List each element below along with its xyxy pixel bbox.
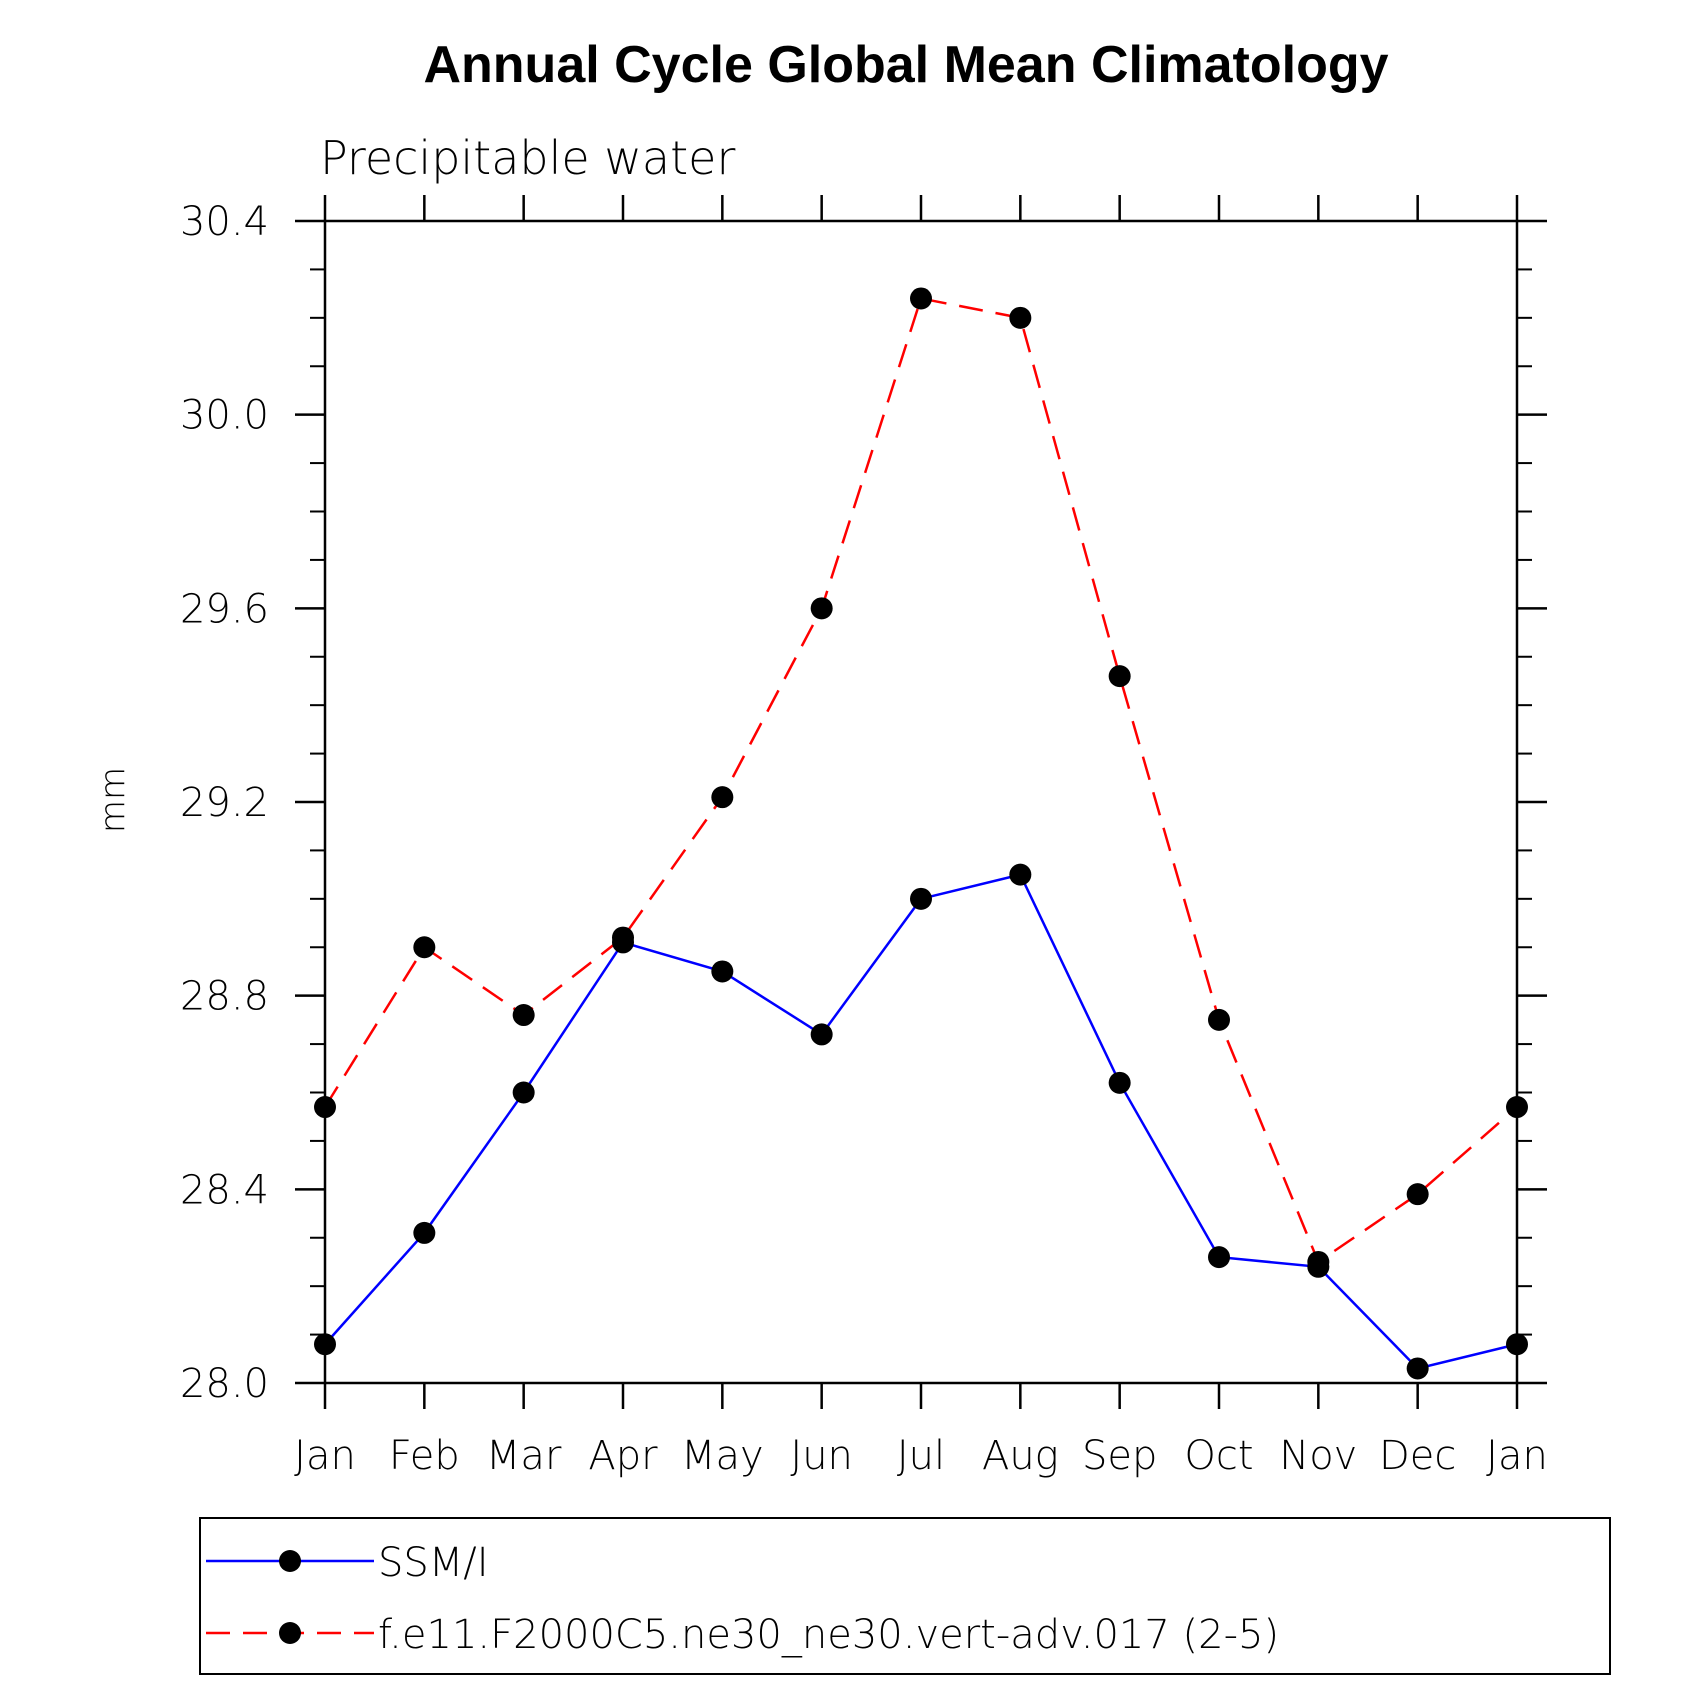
y-tick-label: 29.6 (180, 586, 269, 632)
data-point (711, 960, 734, 983)
legend-marker (279, 1550, 301, 1572)
x-tick-label: May (681, 1433, 764, 1479)
y-tick-label: 28.4 (180, 1167, 269, 1213)
data-point (1108, 665, 1131, 688)
data-point (810, 1023, 833, 1046)
data-point (314, 1096, 336, 1119)
legend-label: SSM/I (378, 1540, 489, 1586)
data-point (512, 1081, 535, 1104)
x-tick-label: Aug (982, 1433, 1059, 1479)
legend-box (199, 1517, 1611, 1675)
data-point (413, 1221, 436, 1244)
data-point (1506, 1096, 1528, 1119)
data-point (314, 1333, 336, 1356)
y-tick-label: 28.8 (180, 974, 269, 1020)
data-point (1009, 306, 1032, 329)
x-tick-label: Nov (1279, 1433, 1357, 1479)
chart-subtitle: Precipitable water (320, 131, 735, 185)
data-point (1208, 1008, 1230, 1031)
data-point (612, 926, 634, 949)
x-tick-label: Sep (1082, 1433, 1157, 1479)
y-axis-label: mm (93, 767, 133, 833)
axes: Jan Feb Mar Apr May Jun Jul Aug Sep Oct Nov Dec Jan 2… (180, 195, 1548, 1479)
data-point (910, 887, 932, 910)
plot-frame (323, 219, 1519, 1385)
data-point (1506, 1333, 1528, 1356)
x-tick-label: Jul (897, 1433, 945, 1479)
data-point (810, 597, 833, 620)
data-point (711, 786, 734, 809)
y-tick-label: 30.4 (180, 199, 269, 245)
data-point (1406, 1357, 1429, 1380)
data-point (413, 936, 436, 959)
data-point (1009, 863, 1032, 886)
chart-title: Annual Cycle Global Mean Climatology (423, 36, 1388, 94)
data-point (1406, 1183, 1429, 1206)
x-tick-label: Jun (790, 1433, 853, 1479)
y-tick-label: 30.0 (180, 393, 269, 439)
data-point (910, 287, 932, 310)
series-line (323, 297, 1518, 1264)
legend-label: f.e11.F2000C5.ne30_ne30.vert-adv.017 (2-… (378, 1612, 1279, 1658)
plot-series (314, 287, 1528, 1380)
data-point (512, 1004, 535, 1027)
data-point (1108, 1071, 1131, 1094)
series-line (324, 873, 1518, 1370)
x-tick-label: Apr (588, 1433, 658, 1479)
data-point (1307, 1250, 1330, 1273)
legend: SSM/I f.e11.F2000C5.ne30_ne30.vert-adv.01… (199, 1517, 1611, 1675)
x-tick-label: Feb (389, 1433, 460, 1479)
y-tick-label: 28.0 (180, 1361, 269, 1407)
legend-marker (279, 1622, 301, 1644)
x-tick-label: Mar (486, 1433, 562, 1479)
x-tick-label: Dec (1379, 1433, 1456, 1479)
y-tick-label: 29.2 (180, 780, 269, 826)
x-tick-label: Jan (294, 1433, 356, 1479)
x-tick-label: Oct (1184, 1433, 1253, 1479)
x-tick-label: Jan (1486, 1433, 1548, 1479)
data-point (1208, 1246, 1230, 1269)
